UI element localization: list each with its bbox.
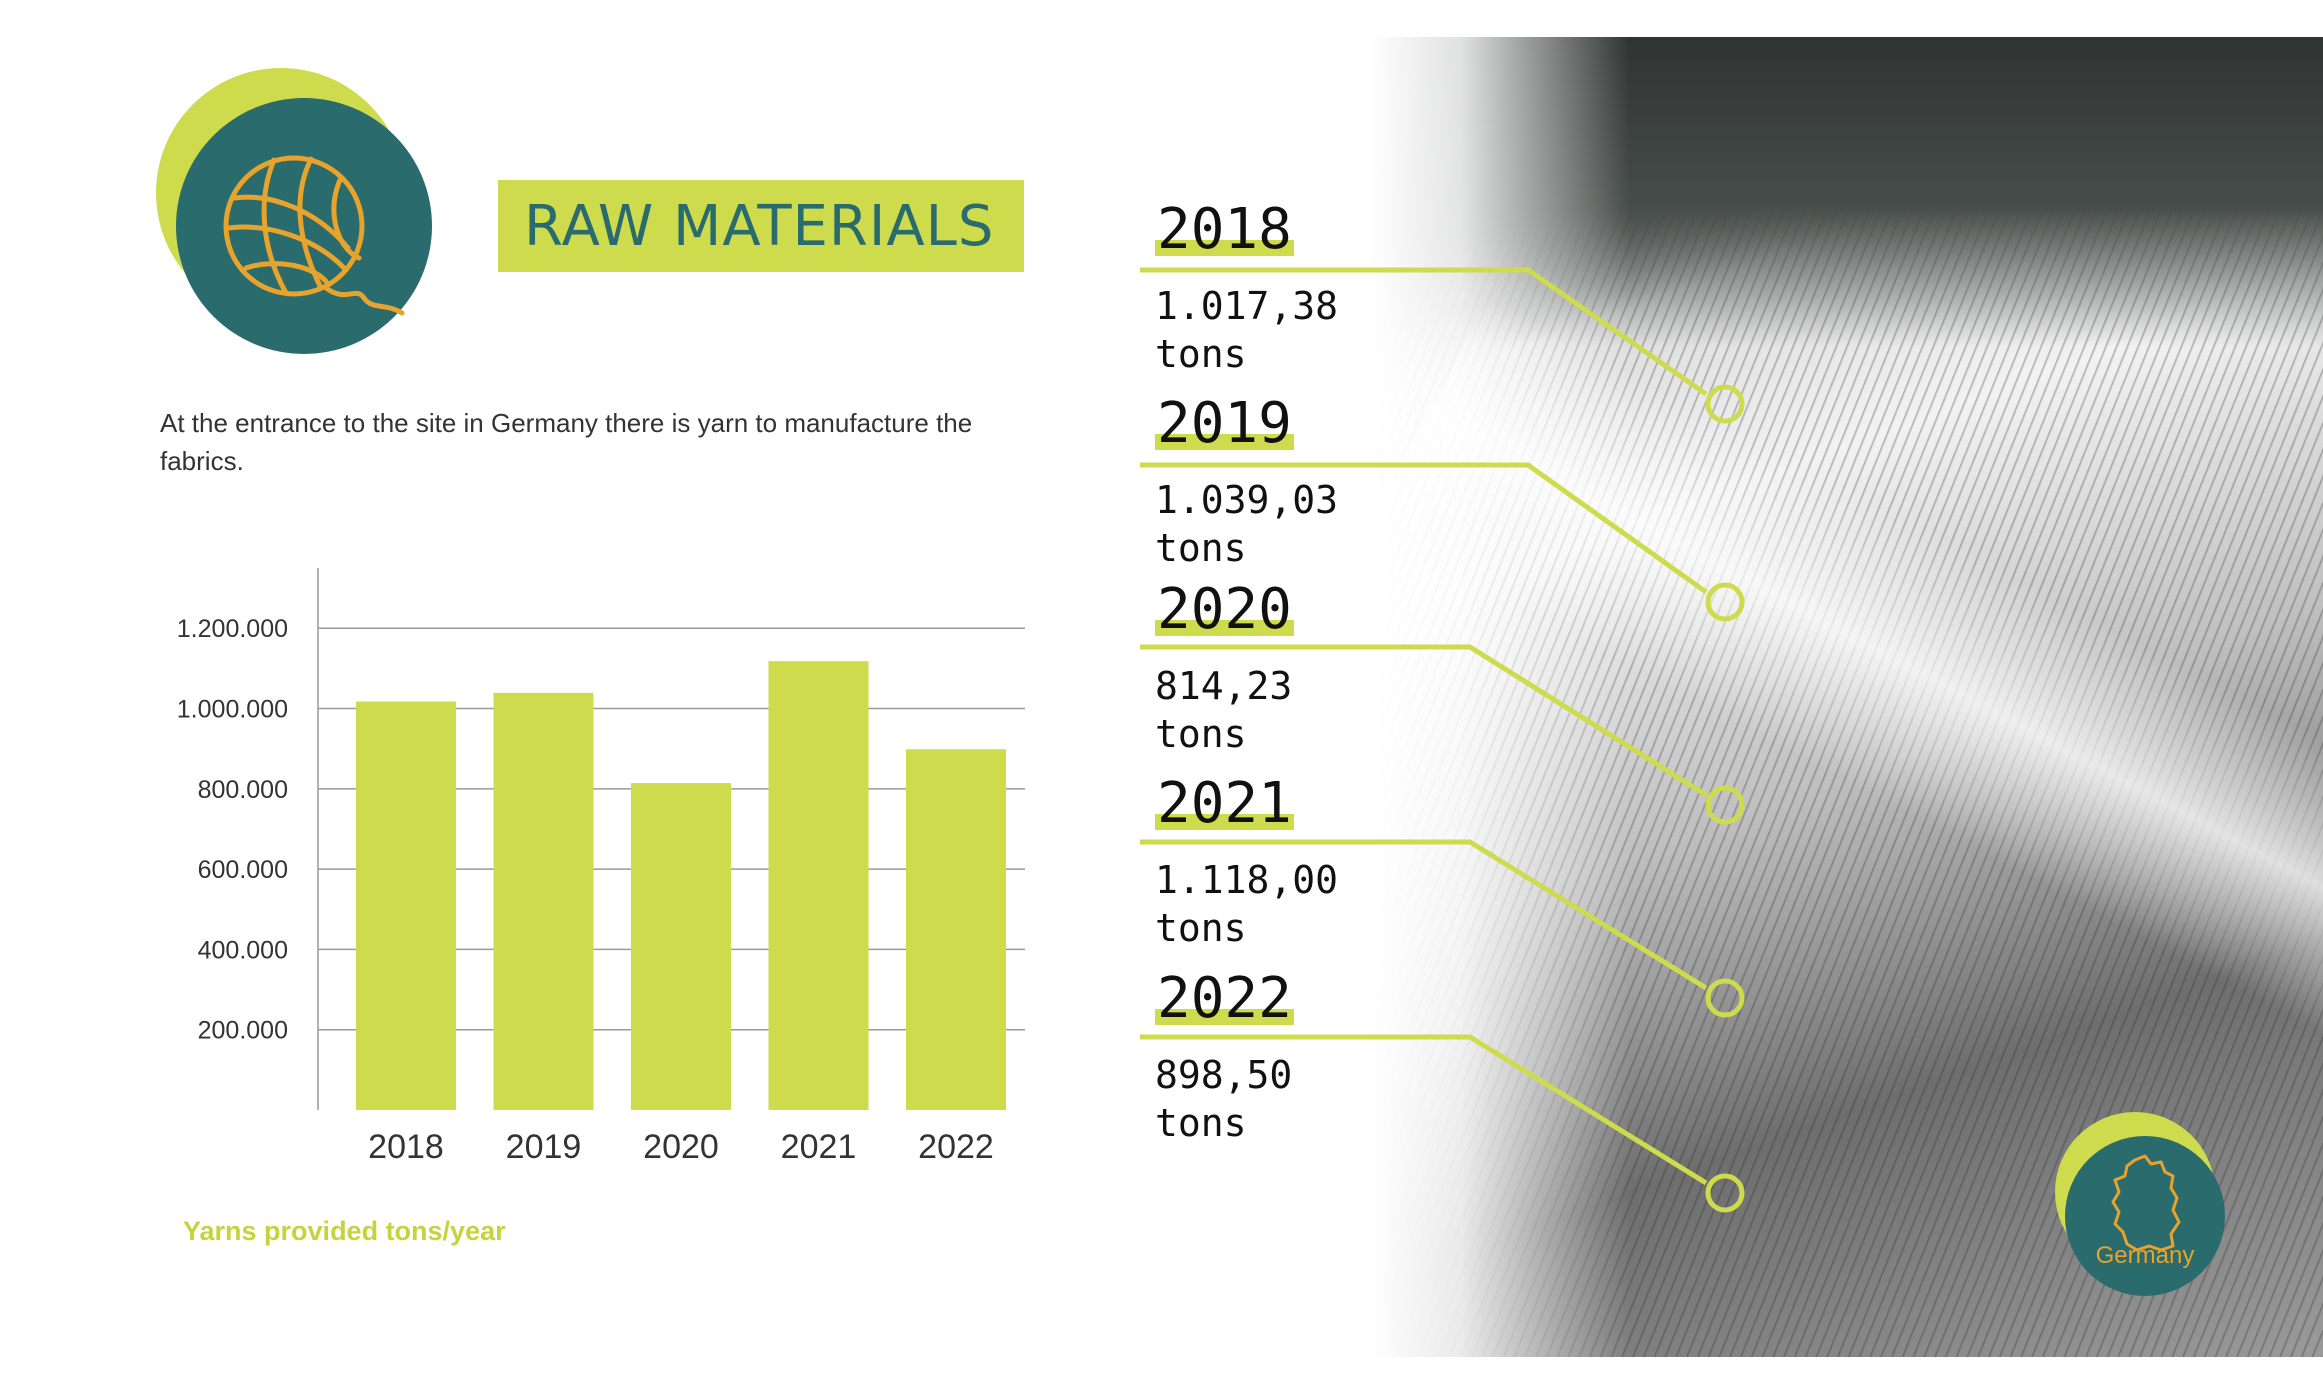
photo-fade-edge bbox=[1370, 37, 1630, 1357]
page-title: RAW MATERIALS bbox=[524, 193, 995, 259]
connector-line bbox=[1140, 462, 1708, 595]
bar-2019 bbox=[493, 692, 594, 1110]
connector-dot bbox=[1705, 1173, 1745, 1213]
highlight-2022: 2022 898,50 tons bbox=[1155, 969, 1455, 1147]
connector-dot bbox=[1705, 582, 1745, 622]
yarn-ball-icon bbox=[223, 155, 405, 316]
connector-line bbox=[1140, 1034, 1708, 1186]
connector-line bbox=[1140, 267, 1708, 397]
connector-line bbox=[1140, 839, 1708, 991]
y-tick-label: 200.000 bbox=[198, 1017, 288, 1045]
title-banner: RAW MATERIALS bbox=[498, 180, 1024, 272]
x-tick-label: 2019 bbox=[506, 1128, 582, 1166]
germany-badge-front bbox=[2065, 1136, 2225, 1296]
highlight-value: 814,23 tons bbox=[1155, 664, 1293, 756]
badge-front-circle bbox=[176, 98, 432, 354]
connector-dot bbox=[1705, 785, 1745, 825]
x-tick-label: 2020 bbox=[643, 1128, 719, 1166]
highlight-2018: 2018 1.017,38 tons bbox=[1155, 200, 1455, 378]
yarn-loom-photo bbox=[1370, 37, 2323, 1357]
germany-map-icon bbox=[2111, 1154, 2181, 1252]
bar-2018 bbox=[356, 701, 456, 1110]
highlight-2019: 2019 1.039,03 tons bbox=[1155, 394, 1455, 572]
description-text: At the entrance to the site in Germany t… bbox=[160, 408, 973, 476]
highlight-year: 2022 bbox=[1155, 966, 1294, 1031]
y-tick-label: 1.200.000 bbox=[177, 615, 288, 643]
yarn-bar-chart: 200.000 400.000 600.000 800.000 1.000.000 1.2… bbox=[177, 568, 1025, 1166]
highlight-year: 2020 bbox=[1155, 577, 1294, 642]
highlight-value: 1.017,38 tons bbox=[1155, 284, 1339, 376]
y-tick-label: 400.000 bbox=[198, 936, 288, 964]
bar-2020 bbox=[631, 783, 731, 1110]
raw-materials-badge bbox=[150, 60, 440, 360]
germany-badge: Germany bbox=[2055, 1112, 2235, 1296]
highlight-2021: 2021 1.118,00 tons bbox=[1155, 774, 1455, 952]
highlight-2020: 2020 814,23 tons bbox=[1155, 580, 1455, 758]
germany-label: Germany bbox=[2095, 1242, 2195, 1269]
x-tick-label: 2022 bbox=[918, 1128, 994, 1166]
y-tick-label: 1.000.000 bbox=[177, 696, 288, 724]
highlight-year: 2021 bbox=[1155, 771, 1294, 836]
connector-line bbox=[1140, 644, 1708, 798]
highlight-value: 898,50 tons bbox=[1155, 1053, 1293, 1145]
x-tick-label: 2018 bbox=[368, 1128, 444, 1166]
x-tick-label: 2021 bbox=[781, 1128, 857, 1166]
highlight-value: 1.039,03 tons bbox=[1155, 478, 1339, 570]
connector-dot bbox=[1705, 978, 1745, 1018]
highlight-value: 1.118,00 tons bbox=[1155, 858, 1339, 950]
bar-2021 bbox=[768, 661, 869, 1110]
highlight-year: 2019 bbox=[1155, 391, 1294, 456]
bar-2022 bbox=[906, 749, 1006, 1110]
chart-caption: Yarns provided tons/year bbox=[183, 1216, 506, 1246]
highlight-year: 2018 bbox=[1155, 197, 1294, 262]
y-tick-label: 800.000 bbox=[198, 776, 288, 804]
connector-dot bbox=[1705, 384, 1745, 424]
y-tick-label: 600.000 bbox=[198, 856, 288, 884]
